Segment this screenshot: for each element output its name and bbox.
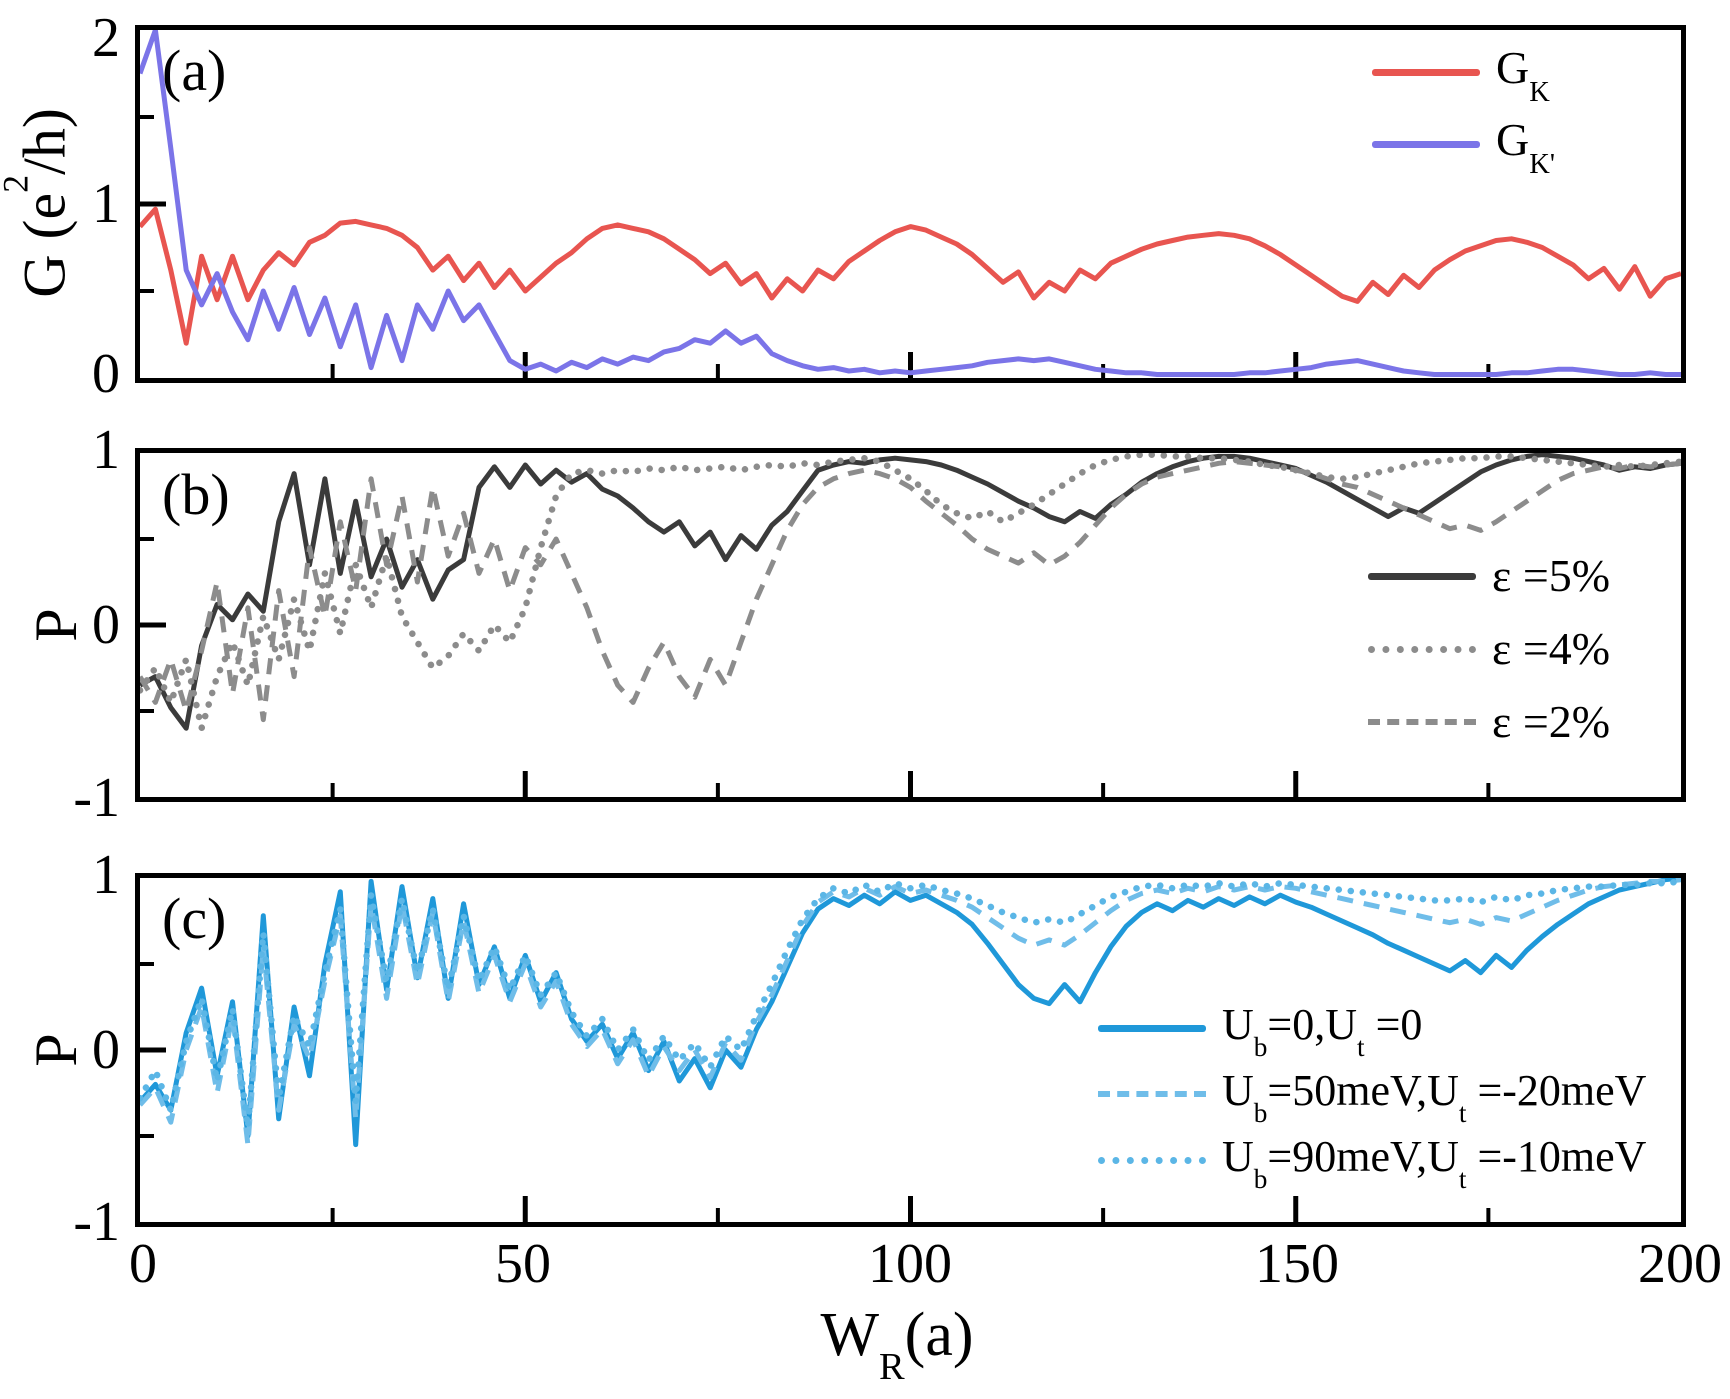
xtick-200: 200 <box>1638 1233 1722 1295</box>
xtick-150: 150 <box>1255 1233 1339 1295</box>
xtick-50: 50 <box>495 1233 551 1295</box>
panel-c-plot <box>140 878 1681 1222</box>
legend-item-ub0: Ub=0,Ut =0 <box>1098 1000 1423 1063</box>
legend-label-eps5: ε =5% <box>1492 550 1611 601</box>
panel-a-ytick-2: 2 <box>92 7 120 69</box>
panel-c-ytick-1: 1 <box>92 844 120 906</box>
panel-c-ytick-m1: -1 <box>73 1191 120 1253</box>
legend-line-eps4 <box>1368 645 1476 653</box>
legend-item-eps4: ε =4% <box>1368 623 1611 674</box>
panel-b-plot <box>140 453 1681 797</box>
legend-line-eps5 <box>1368 572 1476 580</box>
legend-label-ub90: Ub=90meV,Ut =-10meV <box>1222 1132 1647 1195</box>
legend-label-ub0: Ub=0,Ut =0 <box>1222 1000 1423 1063</box>
panel-c-ylabel: P <box>23 1033 89 1067</box>
legend-label-gk: GK <box>1496 42 1550 109</box>
panel-b-ytick-1: 1 <box>92 419 120 481</box>
legend-line-gkp <box>1372 140 1480 148</box>
legend-label-eps2: ε =2% <box>1492 696 1611 747</box>
panel-b-ytick-0: 0 <box>92 594 120 656</box>
panel-c-tag: (c) <box>162 886 227 951</box>
panel-c-ytick-0: 0 <box>92 1019 120 1081</box>
legend-line-ub50 <box>1098 1091 1206 1098</box>
panel-b-tag: (b) <box>162 462 230 527</box>
legend-item-gkp: GK' <box>1372 114 1555 181</box>
legend-label-eps4: ε =4% <box>1492 623 1611 674</box>
legend-line-gk <box>1372 68 1480 76</box>
panel-a-plot <box>140 30 1681 378</box>
panel-b-ytick-m1: -1 <box>73 767 120 829</box>
legend-label-gkp: GK' <box>1496 114 1555 181</box>
panel-c <box>135 873 1686 1227</box>
xtick-100: 100 <box>868 1233 952 1295</box>
panel-a <box>135 25 1686 383</box>
xtick-0: 0 <box>129 1233 157 1295</box>
panel-a-ytick-1: 1 <box>92 173 120 235</box>
panel-a-ytick-0: 0 <box>92 343 120 405</box>
panel-a-ylabel: G (e2/h) <box>0 108 78 298</box>
legend-line-eps2 <box>1368 719 1476 726</box>
legend-line-ub0 <box>1098 1024 1206 1032</box>
legend-item-eps2: ε =2% <box>1368 696 1611 747</box>
panel-b <box>135 448 1686 802</box>
legend-label-ub50: Ub=50meV,Ut =-20meV <box>1222 1066 1647 1129</box>
legend-item-ub90: Ub=90meV,Ut =-10meV <box>1098 1132 1647 1195</box>
panel-b-ylabel: P <box>23 608 89 642</box>
x-axis-label: WR(a) <box>820 1301 974 1389</box>
legend-line-ub90 <box>1098 1156 1206 1164</box>
legend-item-eps5: ε =5% <box>1368 550 1611 601</box>
legend-item-ub50: Ub=50meV,Ut =-20meV <box>1098 1066 1647 1129</box>
legend-item-gk: GK <box>1372 42 1550 109</box>
panel-a-tag: (a) <box>162 38 227 103</box>
